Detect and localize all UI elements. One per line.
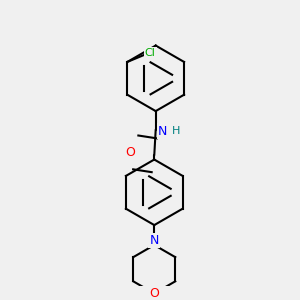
Text: H: H xyxy=(172,126,180,136)
Text: Cl: Cl xyxy=(145,48,156,59)
Text: N: N xyxy=(150,234,159,247)
Text: O: O xyxy=(126,146,136,159)
Text: O: O xyxy=(149,287,159,300)
Text: N: N xyxy=(158,124,167,137)
